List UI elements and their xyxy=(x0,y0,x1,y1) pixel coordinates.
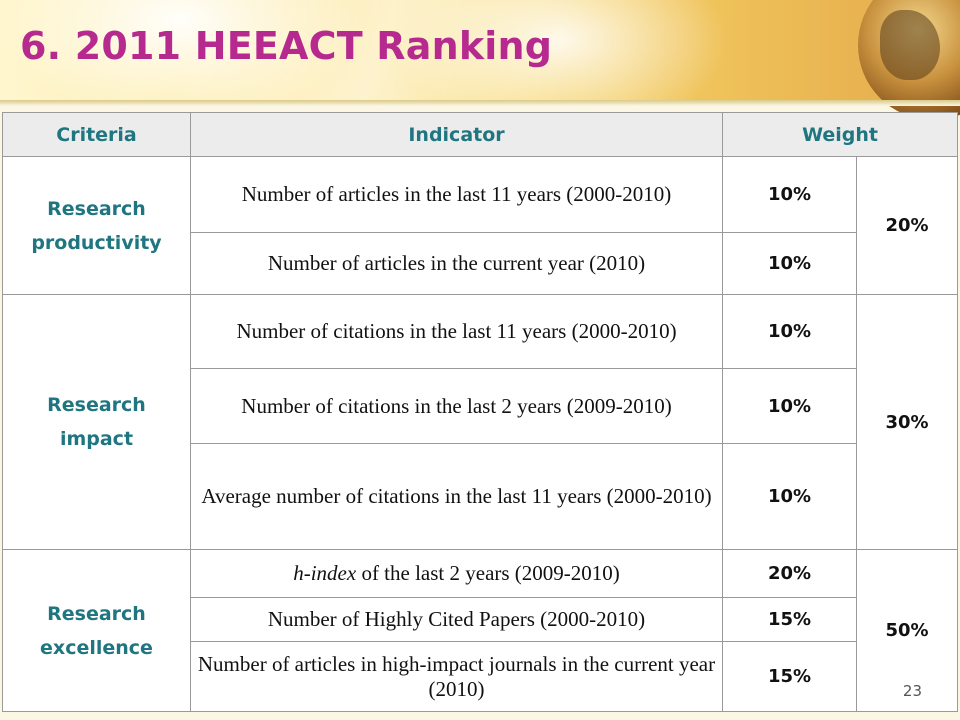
header-weight: Weight xyxy=(721,112,959,157)
ranking-table: Criteria Indicator Weight Research produ… xyxy=(2,112,959,712)
group-weight-cell: 30% xyxy=(855,294,959,550)
indicator-cell: Average number of citations in the last … xyxy=(190,443,723,550)
weight-cell: 10% xyxy=(722,156,857,233)
indicator-cell: Number of articles in the current year (… xyxy=(190,232,723,295)
table-row: Research excellence h-index of the last … xyxy=(2,549,959,712)
indicator-cell: Number of articles in high-impact journa… xyxy=(190,641,723,712)
table-row: Research impact Number of citations in t… xyxy=(2,294,959,550)
group-weight-cell: 20% xyxy=(855,156,959,295)
globe-landmass xyxy=(880,10,940,80)
indicator-text: of the last 2 years (2009-2010) xyxy=(356,561,620,585)
table-row: Average number of citations in the last … xyxy=(3,443,958,550)
table-row: Number of articles in the current year (… xyxy=(3,232,958,295)
indicator-cell: Number of articles in the last 11 years … xyxy=(190,156,723,233)
indicator-cell: Number of citations in the last 2 years … xyxy=(190,368,723,444)
weight-cell: 10% xyxy=(722,443,857,550)
header-criteria: Criteria xyxy=(2,112,191,157)
indicator-cell: Number of citations in the last 11 years… xyxy=(190,294,723,369)
banner-light-streak xyxy=(0,0,960,100)
indicator-cell: Number of Highly Cited Papers (2000-2010… xyxy=(190,597,723,642)
weight-cell: 20% xyxy=(722,549,857,598)
weight-cell: 15% xyxy=(722,641,857,712)
table-row: Number of citations in the last 2 years … xyxy=(3,368,958,444)
header-indicator: Indicator xyxy=(190,112,723,157)
slide-title: 6. 2011 HEEACT Ranking xyxy=(20,24,553,68)
title-divider xyxy=(0,100,960,106)
table-row: Number of Highly Cited Papers (2000-2010… xyxy=(3,597,958,642)
weight-cell: 15% xyxy=(722,597,857,642)
table-row: Research productivity Number of articles… xyxy=(2,156,959,295)
h-index-term: h-index xyxy=(293,561,357,585)
criteria-cell: Research excellence xyxy=(2,549,191,712)
weight-cell: 10% xyxy=(722,232,857,295)
criteria-cell: Research productivity xyxy=(2,156,191,295)
indicator-cell: h-index of the last 2 years (2009-2010) xyxy=(190,549,723,598)
page-number: 23 xyxy=(902,682,922,700)
table-row: Number of articles in high-impact journa… xyxy=(3,641,958,712)
weight-cell: 10% xyxy=(722,294,857,369)
weight-cell: 10% xyxy=(722,368,857,444)
criteria-cell: Research impact xyxy=(2,294,191,550)
header-row: Criteria Indicator Weight xyxy=(2,112,959,157)
group-weight-cell: 50% xyxy=(855,549,959,712)
